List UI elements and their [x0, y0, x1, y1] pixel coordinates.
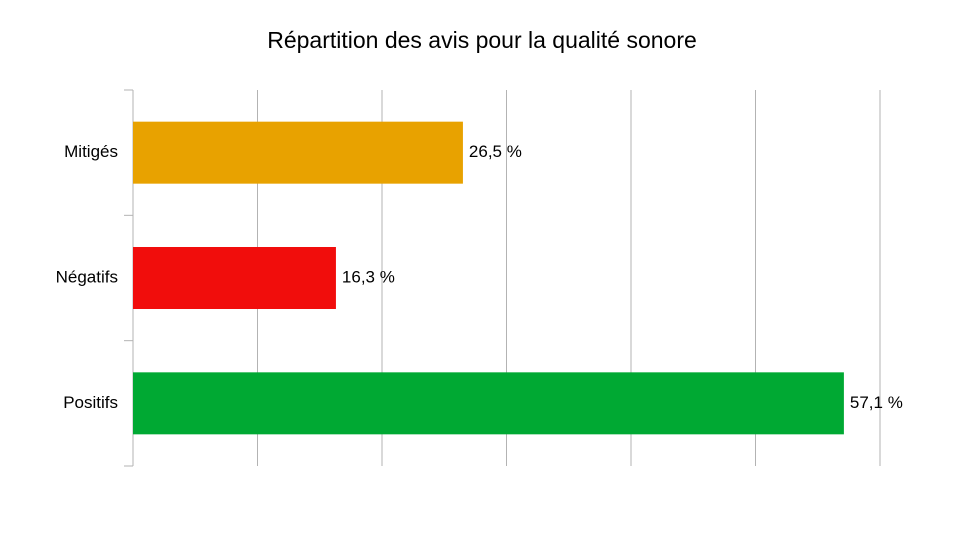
y-tick-label: Positifs [63, 393, 118, 412]
data-label: 16,3 % [342, 267, 395, 286]
y-tick-label: Négatifs [56, 267, 118, 286]
bar [133, 247, 336, 309]
y-tick-label: Mitigés [64, 142, 118, 161]
data-label: 26,5 % [469, 142, 522, 161]
chart-title: Répartition des avis pour la qualité son… [267, 27, 697, 53]
bar [133, 372, 844, 435]
data-label: 57,1 % [850, 393, 903, 412]
bar [133, 121, 463, 184]
